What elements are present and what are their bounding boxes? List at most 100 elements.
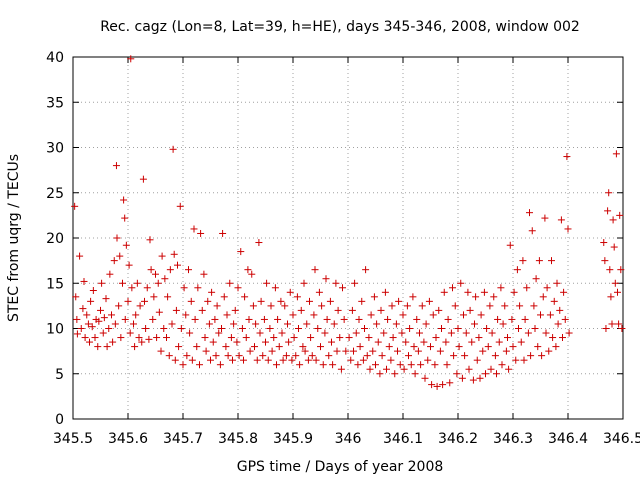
data-point [219,229,227,237]
data-point [512,356,520,364]
data-point [554,320,562,328]
data-point [115,302,123,310]
data-point [116,252,124,260]
data-point [164,293,172,301]
data-point [248,270,256,278]
data-point [505,365,513,373]
x-tick-label: 345.7 [163,431,203,447]
data-point [406,325,414,332]
data-point [381,288,389,296]
data-point [471,320,478,328]
data-point [472,293,480,301]
data-point [513,266,521,274]
data-point [220,293,228,301]
data-point [348,306,356,314]
data-point [253,356,261,364]
data-point [205,320,213,328]
data-point [516,302,524,310]
data-point [145,335,153,343]
data-point [416,329,423,337]
data-point [235,352,243,360]
data-point [519,257,527,265]
data-point [252,320,260,328]
data-point [515,325,522,332]
data-point [523,284,531,292]
data-point [444,315,452,323]
data-point [138,338,146,346]
x-tick-label: 346 [335,431,362,447]
data-point [244,266,252,274]
data-point [256,329,264,337]
data-point [372,361,379,369]
data-point [530,302,538,310]
data-point [449,284,456,292]
data-point [271,284,279,292]
data-point [188,356,196,364]
data-point [267,302,275,310]
data-point [396,361,404,369]
data-point [612,150,620,158]
data-point [548,257,555,265]
data-point [231,306,239,314]
data-point [387,356,395,364]
data-point [304,356,312,364]
data-point [229,356,236,364]
data-point [502,347,510,355]
data-point [526,209,533,217]
data-point [119,279,126,287]
data-point [139,175,147,183]
data-point [216,361,224,369]
data-point [284,320,291,328]
data-point [299,343,307,351]
y-tick-label: 15 [46,276,64,292]
data-point [384,315,392,323]
data-point [136,302,144,310]
data-point [89,286,97,294]
data-point [87,297,95,305]
data-point [319,361,327,369]
data-point [333,347,341,355]
data-point [222,343,230,351]
data-point [535,257,543,265]
data-point [378,352,386,360]
data-point [458,374,466,382]
data-point [411,370,419,378]
data-point [270,334,278,342]
data-point [158,252,166,260]
data-point [308,352,316,360]
data-point [186,329,194,337]
data-point [152,270,159,278]
data-point [230,320,238,328]
data-point [361,325,368,332]
y-tick-label: 0 [55,412,64,428]
data-point [421,374,429,382]
data-point [315,288,323,296]
data-point [351,279,359,287]
data-point [391,370,399,378]
data-point [182,311,190,319]
data-point [420,338,428,346]
data-point [604,207,612,215]
data-point [328,338,335,346]
data-point [440,288,448,296]
data-point [83,311,91,319]
data-point [215,329,223,337]
data-point [204,297,212,305]
data-point [94,343,102,351]
data-point [394,347,401,355]
data-point [223,311,231,319]
data-point [86,338,93,346]
data-point [106,270,114,278]
data-point [402,338,410,346]
data-point [127,55,135,63]
data-point [606,266,614,274]
data-point [73,330,81,338]
data-point [177,325,185,332]
data-point [497,284,505,292]
data-point [135,334,143,342]
data-point [617,266,625,274]
data-point [126,329,134,337]
data-point [113,234,121,242]
data-point [340,315,348,323]
data-point [190,225,198,233]
